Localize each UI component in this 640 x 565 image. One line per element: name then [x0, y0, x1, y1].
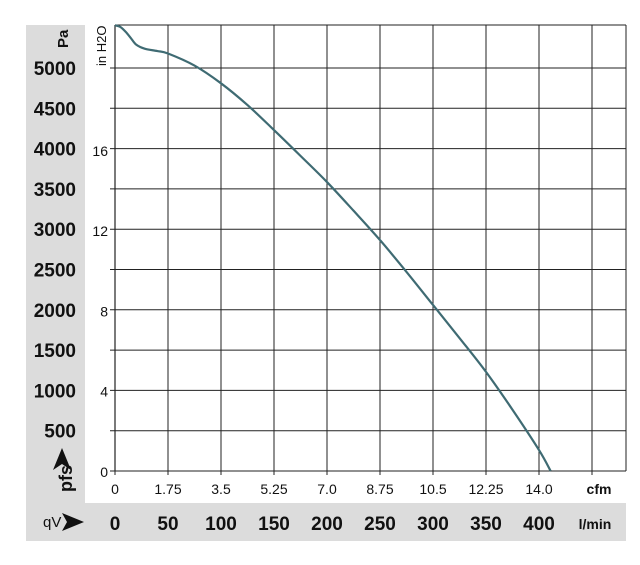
y2-tick-label: 4 [100, 384, 108, 400]
x2-tick-label: 3.5 [211, 481, 231, 497]
y-axis-label: pfs [56, 465, 76, 492]
y-tick-label: 4000 [34, 140, 76, 161]
y-tick-label: 3000 [34, 220, 76, 241]
x-tick-label: 150 [258, 514, 290, 535]
x2-tick-label: 12.25 [468, 481, 503, 497]
y-tick-label: 4500 [34, 99, 76, 120]
y2-unit-label: in H2O [94, 26, 109, 66]
x-tick-label: 250 [364, 514, 396, 535]
y-axis-arrow-icon [53, 448, 71, 470]
x2-tick-label: 5.25 [260, 481, 287, 497]
x-tick-label: 350 [470, 514, 502, 535]
x-axis-label: qV [43, 514, 61, 531]
left-axis-panel [26, 25, 85, 503]
x2-tick-label: 1.75 [154, 481, 181, 497]
x2-tick-label: 0 [111, 481, 119, 497]
y-tick-label: 3500 [34, 180, 76, 201]
x-tick-label: 50 [157, 514, 178, 535]
x-tick-label: 100 [205, 514, 237, 535]
y-tick-label: 5000 [34, 59, 76, 80]
y-tick-label: 2000 [34, 301, 76, 322]
y2-tick-label: 16 [92, 143, 108, 159]
x-unit-label: l/min [579, 516, 612, 532]
x2-tick-label: 14.0 [525, 481, 552, 497]
x2-tick-label: 10.5 [419, 481, 446, 497]
x2-tick-label: 7.0 [317, 481, 337, 497]
y-tick-label: 1000 [34, 381, 76, 402]
y-tick-label: 2500 [34, 261, 76, 282]
series-line [114, 24, 552, 472]
x-axis-arrow-icon [62, 513, 84, 531]
y2-tick-label: 12 [92, 223, 108, 239]
x-tick-label: 400 [523, 514, 555, 535]
x-tick-label: 0 [110, 514, 121, 535]
x2-tick-label: 8.75 [366, 481, 393, 497]
y-tick-label: 1500 [34, 341, 76, 362]
y2-tick-label: 0 [100, 464, 108, 480]
bottom-axis-panel [26, 503, 626, 541]
y-tick-label: 500 [44, 422, 76, 443]
x-tick-label: 300 [417, 514, 449, 535]
x2-unit-label: cfm [587, 481, 612, 497]
x-tick-label: 200 [311, 514, 343, 535]
y2-tick-label: 8 [100, 303, 108, 319]
y-unit-label: Pa [55, 29, 72, 48]
